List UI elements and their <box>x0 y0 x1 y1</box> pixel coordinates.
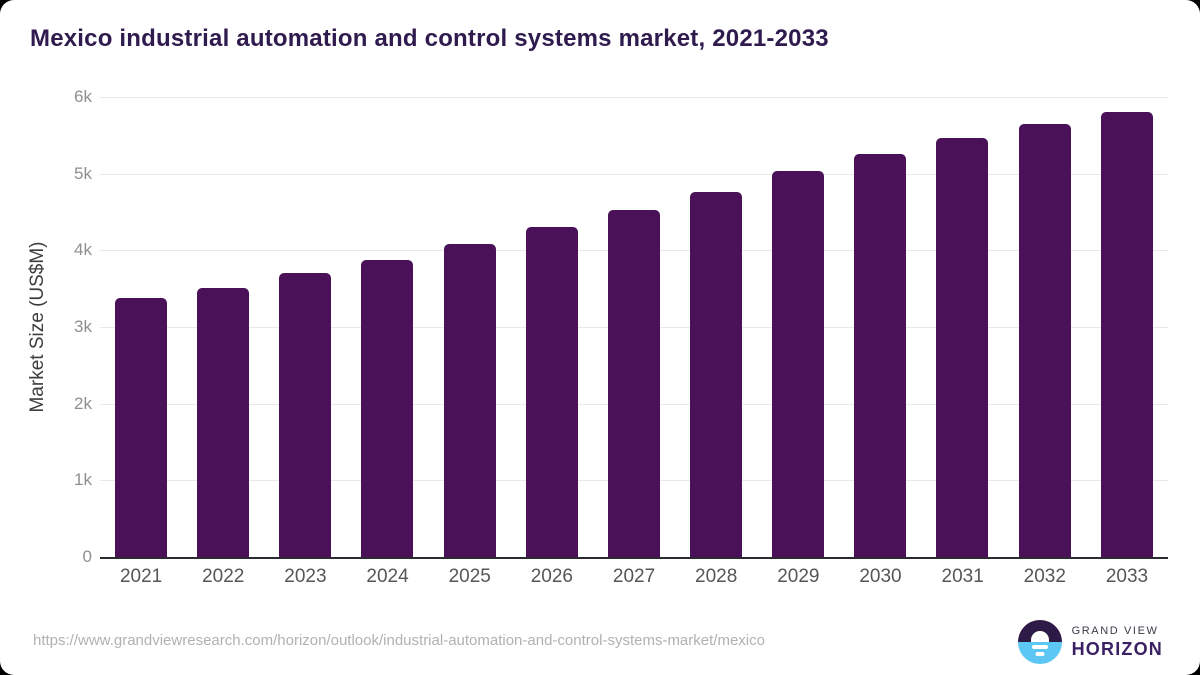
source-url: https://www.grandviewresearch.com/horizo… <box>33 632 765 649</box>
y-tick-4k: 4k <box>74 240 92 260</box>
x-tick-2031: 2031 <box>941 566 984 587</box>
y-axis-tick-labels: 0 1k 2k 3k 4k 5k 6k <box>30 87 92 566</box>
bar-2031[interactable] <box>936 138 989 557</box>
x-tick-2026: 2026 <box>530 566 573 587</box>
y-tick-2k: 2k <box>74 393 92 413</box>
y-tick-3k: 3k <box>74 317 92 336</box>
x-tick-2033: 2033 <box>1105 566 1149 587</box>
bar-2033[interactable] <box>1100 112 1153 557</box>
bar-2023[interactable] <box>279 273 332 557</box>
x-axis-tick-labels: 2021 2022 2023 2024 2025 2026 2027 2028 2029 2030… <box>100 566 1168 588</box>
bar-2032[interactable] <box>1018 123 1071 557</box>
y-tick-5k: 5k <box>74 163 92 183</box>
x-tick-2022: 2022 <box>202 566 245 587</box>
x-tick-2024: 2024 <box>366 566 409 587</box>
y-tick-6k: 6k <box>74 87 92 106</box>
gridline-5k <box>100 173 1168 175</box>
bar-2030[interactable] <box>854 153 907 557</box>
x-tick-2030: 2030 <box>859 566 902 587</box>
x-tick-2027: 2027 <box>612 566 656 587</box>
logo-grand-view-label: GRAND VIEW <box>1071 624 1159 637</box>
bar-2024[interactable] <box>361 259 414 557</box>
bar-2029[interactable] <box>772 171 825 557</box>
x-tick-2029: 2029 <box>777 566 820 587</box>
bar-2026[interactable] <box>525 227 578 557</box>
bar-2022[interactable] <box>197 287 250 557</box>
x-tick-2023: 2023 <box>284 566 327 587</box>
y-tick-1k: 1k <box>74 470 92 490</box>
bar-2021[interactable] <box>115 297 168 557</box>
logo-horizon-label: HORIZON <box>1071 638 1163 659</box>
bar-2027[interactable] <box>607 210 660 557</box>
x-tick-2021: 2021 <box>119 566 163 587</box>
grand-view-horizon-logo: GRAND VIEW HORIZON <box>1017 620 1163 664</box>
y-tick-0: 0 <box>82 547 92 566</box>
horizon-sunrise-icon <box>1017 620 1062 664</box>
bars-container <box>100 97 1168 557</box>
bar-2028[interactable] <box>690 192 743 557</box>
gridline-6k <box>100 97 1168 98</box>
x-axis-line <box>100 557 1168 559</box>
x-tick-2032: 2032 <box>1023 566 1066 587</box>
x-tick-2028: 2028 <box>695 566 738 587</box>
plot-area <box>100 97 1168 557</box>
bar-2025[interactable] <box>443 244 496 557</box>
x-tick-2025: 2025 <box>448 566 491 587</box>
chart-title: Mexico industrial automation and control… <box>30 25 829 52</box>
